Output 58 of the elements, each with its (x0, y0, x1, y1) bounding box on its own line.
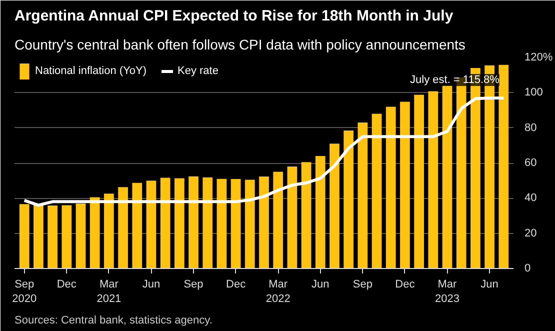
x-tick-label: Mar 2023 (435, 278, 460, 305)
x-tick-label: Dec (226, 278, 246, 290)
bar (301, 162, 312, 268)
bar (442, 85, 452, 268)
x-tick-label: Sep (352, 278, 372, 290)
bar (160, 178, 170, 268)
y-tick-label: 120% (524, 52, 553, 64)
x-tick-label: Jun (142, 278, 160, 290)
chart-subtitle: Country's central bank often follows CPI data with policy announcements (14, 36, 466, 52)
bar (386, 106, 396, 268)
x-tick-label: Dec (56, 278, 77, 290)
source-note: Sources: Central bank, statistics agency. (14, 314, 212, 326)
bar (188, 176, 198, 268)
x-tick-label: Mar 2021 (96, 278, 122, 305)
bar (414, 94, 424, 268)
bar (19, 204, 30, 268)
bar (498, 64, 509, 268)
bar (428, 91, 438, 268)
bar (244, 180, 255, 268)
bar (146, 180, 156, 268)
x-tick-label: Mar 2022 (266, 278, 290, 305)
y-tick-label: 0 (524, 262, 531, 274)
x-tick-label: Jun (480, 278, 498, 290)
line-series (22, 96, 506, 207)
bar (315, 156, 326, 268)
y-tick-label: 60 (524, 157, 537, 169)
bar (216, 178, 227, 268)
bar (372, 114, 382, 268)
y-tick-label: 20 (524, 227, 537, 240)
y-tick-label: 100 (524, 86, 543, 99)
bar (259, 176, 269, 268)
x-tick-label: Sep 2020 (12, 278, 37, 305)
chart-title: Argentina Annual CPI Expected to Rise for 18th Month in July (14, 8, 454, 24)
bar (90, 197, 100, 268)
bar (202, 177, 213, 268)
bar (76, 203, 86, 268)
bar (118, 187, 128, 268)
bar (273, 172, 284, 268)
x-tick-label: Jun (312, 278, 330, 290)
x-tick-label: Sep (184, 278, 204, 290)
bar (344, 130, 354, 268)
y-tick-label: 80 (524, 122, 537, 134)
legend-label: Key rate (178, 65, 218, 77)
bar (132, 182, 142, 268)
bar (330, 144, 340, 268)
bar (174, 178, 184, 268)
bar (400, 102, 410, 268)
bar (48, 206, 58, 268)
bar (62, 205, 72, 268)
y-tick-label: 40 (524, 192, 537, 204)
legend-label: National inflation (YoY) (35, 65, 146, 77)
x-tick-label: Dec (395, 278, 416, 290)
annotation: July est. = 115.8% (410, 74, 500, 86)
bar (34, 204, 44, 268)
bar (104, 194, 114, 268)
bar (287, 166, 298, 268)
bar (230, 179, 241, 268)
bar (358, 122, 368, 268)
